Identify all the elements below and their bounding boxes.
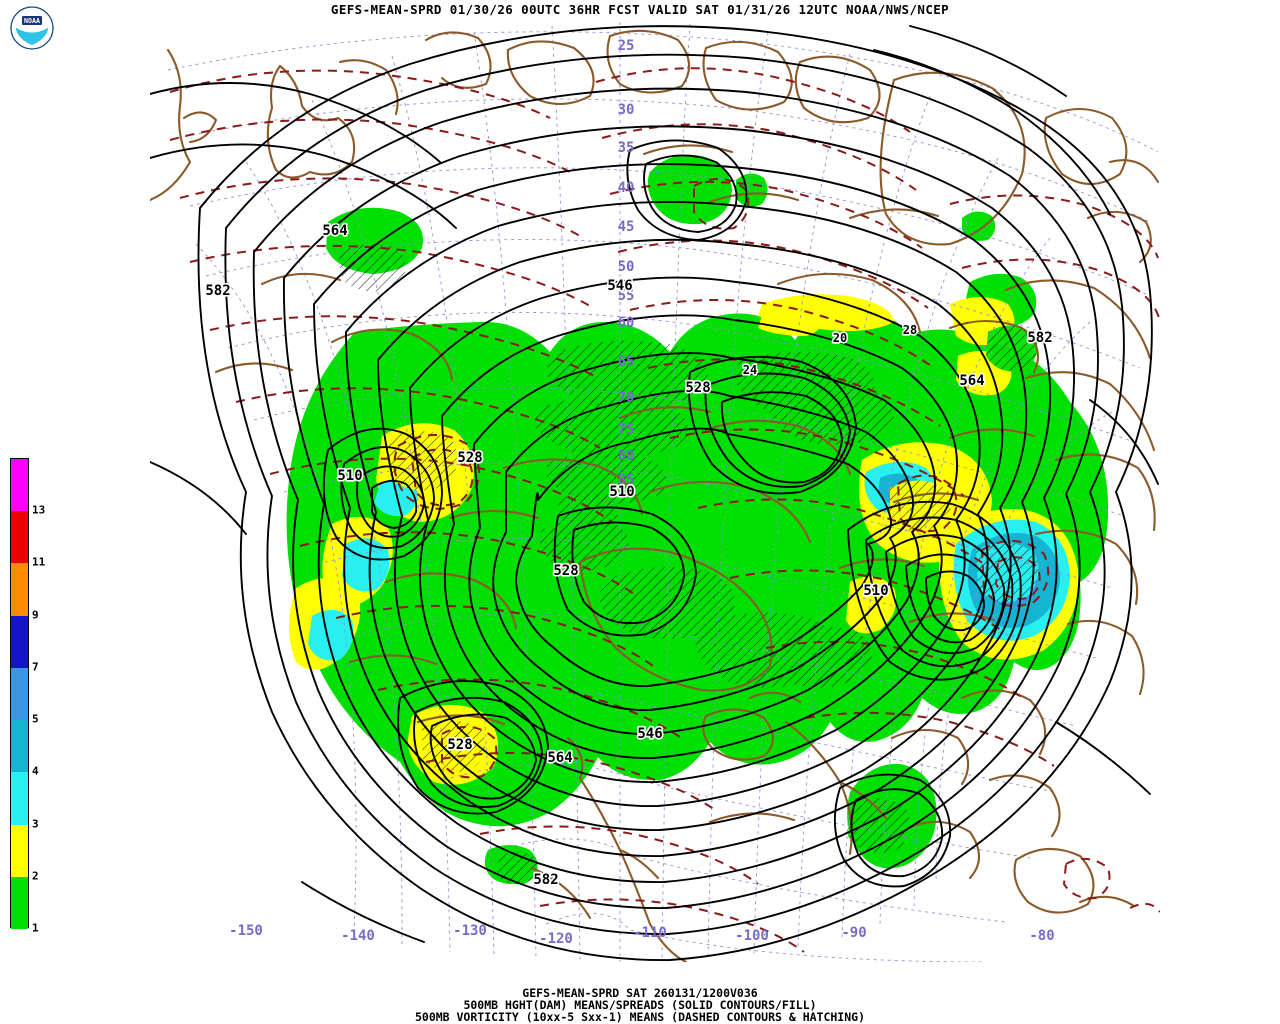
lat-label-4: 45 [618,219,635,235]
colorbar-segment-11 [11,511,28,564]
height-label-10: 528 [553,563,578,579]
lon-label-3: -120 [539,931,573,947]
lat-label-5: 50 [618,259,635,275]
colorbar-label-2: 2 [32,869,39,883]
colorbar-segment-3 [11,772,28,825]
colorbar-label-3: 3 [32,817,39,831]
forecast-map[interactable]: 25 30 35 40 45 50 55 60 65 70 75 80 85 -150 -140 -130-… [150,22,1160,962]
latlon-grid [167,22,1159,962]
spread-fill-green-blob-2 [736,173,768,207]
spread-colorbar [10,458,29,929]
lon-label-6: -90 [841,925,866,941]
colorbar-segment-9 [11,563,28,616]
vort-hatch-14 [422,720,486,773]
vort-hatch-5 [539,519,630,571]
lat-label-0: 25 [618,38,635,54]
lon-label-2: -130 [453,923,487,939]
footer-line-1: GEFS-MEAN-SPRD SAT 260131/1200V036 [522,986,758,1000]
colorbar-label-13: 13 [32,503,46,517]
vorticity-label-2: 28 [903,323,917,337]
lon-label-1: -140 [341,928,375,944]
colorbar-segment-13 [11,459,28,512]
lat-label-6: 55 [618,288,635,304]
height-label-6: 546 [607,278,632,294]
vorticity-label-0: 20 [833,331,847,345]
height-contour-labels: 582 582 582 564 564 564 546 546 528 528 528 528 510 5… [204,221,1054,889]
vort-hatch-2 [534,395,689,459]
lat-label-11: 80 [618,448,635,464]
lat-tick-labels: 25 30 35 40 45 50 55 60 65 70 75 80 85 [618,38,635,488]
height-label-0: 582 [205,283,230,299]
height-label-4: 564 [959,373,984,389]
vorticity-contour-labels: 20 24 28 [741,321,919,378]
lon-label-0: -150 [229,923,263,939]
colorbar-label-1: 1 [32,921,39,935]
vort-hatch-16 [848,798,911,853]
height-label-5: 564 [547,750,572,766]
lon-label-7: -80 [1029,928,1054,944]
height-label-14: 510 [863,583,888,599]
colorbar-label-9: 9 [32,608,39,622]
colorbar-segment-1 [11,876,28,929]
lon-label-5: -100 [735,928,769,944]
vorticity-label-1: 24 [743,363,757,377]
lat-label-7: 60 [618,315,635,331]
colorbar-segment-2 [11,824,28,877]
footer-line-2: 500MB HGHT(DAM) MEANS/SPREADS (SOLID CON… [463,998,817,1012]
lat-label-12: 85 [618,472,635,488]
spread-fill-green-blob-8 [962,211,996,241]
colorbar-label-5: 5 [32,712,39,726]
height-label-3: 564 [322,223,347,239]
spread-fill-yellow-9 [758,313,821,336]
height-label-11: 528 [447,737,472,753]
lat-label-1: 30 [618,102,635,118]
footer-line-3: 500MB VORTICITY (10xx-5 Sxx-1) MEANS (DA… [414,1010,866,1024]
height-label-13: 510 [609,484,634,500]
vort-hatch-6 [599,566,735,639]
vort-hatch-17 [986,325,1038,372]
height-label-2: 582 [533,872,558,888]
lat-label-10: 75 [618,422,635,438]
coastline-layer [150,29,1160,962]
vort-hatch-4 [558,493,619,528]
height-label-12: 510 [337,468,362,484]
spread-fill-green-blob-1 [647,154,732,225]
spread-fill-green-main [286,309,1109,827]
lat-label-3: 40 [618,180,635,196]
noaa-logo: NOAA [8,4,56,52]
height-label-8: 528 [457,450,482,466]
height-contours [150,25,1159,961]
height-label-7: 546 [637,726,662,742]
colorbar-label-4: 4 [32,764,39,778]
lat-label-8: 65 [618,354,635,370]
colorbar-segment-4 [11,720,28,773]
height-label-9: 528 [685,380,710,396]
vort-hatch-15 [338,243,406,292]
spread-fill-cyan-8 [308,609,354,661]
lon-tick-labels: -150 -140 -130 -120 -110 -100 -90 -80 [229,923,1055,947]
vorticity-hatching-layer [338,243,1039,885]
lat-label-2: 35 [618,140,635,156]
vorticity-contours [169,67,1160,953]
colorbar-label-7: 7 [32,660,39,674]
colorbar-label-11: 11 [32,555,46,569]
colorbar-segment-5 [11,667,28,721]
height-label-1: 582 [1027,330,1052,346]
lat-label-9: 70 [618,390,635,406]
page-title: GEFS-MEAN-SPRD 01/30/26 00UTC 36HR FCST … [330,2,950,17]
noaa-logo-text: NOAA [24,17,40,25]
colorbar-segment-7 [11,615,28,668]
lon-label-4: -110 [633,925,667,941]
spread-fill-cyan-6 [342,538,390,592]
